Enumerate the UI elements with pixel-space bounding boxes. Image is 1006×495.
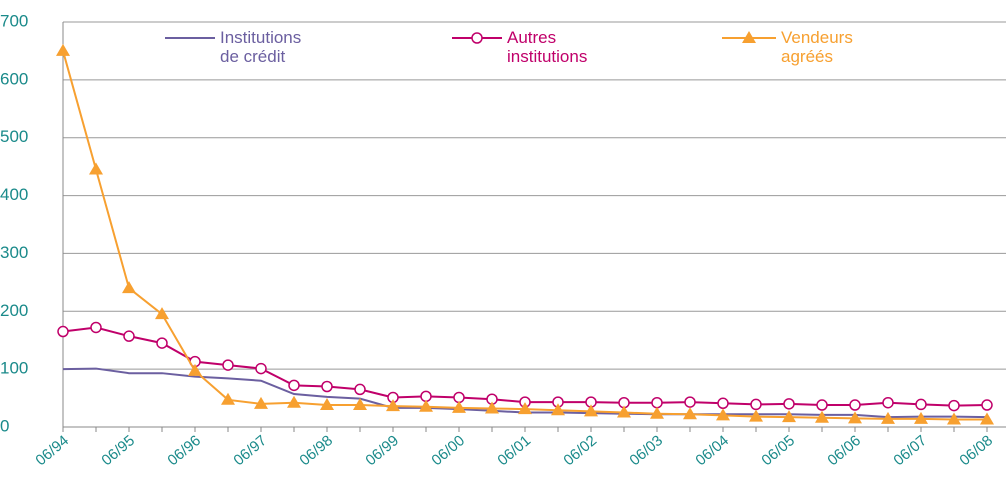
point [551, 403, 565, 416]
point [485, 401, 499, 414]
x-tick-label: 06/02 [560, 432, 600, 469]
legend-label: Autres institutions [507, 28, 588, 66]
point [750, 398, 762, 411]
x-tick-label: 06/01 [494, 432, 534, 469]
series-line [62, 326, 988, 407]
point [783, 398, 795, 410]
point [650, 406, 664, 419]
point [122, 281, 136, 294]
point [716, 408, 730, 421]
y-tick-label: 500 [0, 127, 28, 146]
y-tick-label: 600 [0, 69, 28, 88]
x-tick-label: 06/07 [890, 432, 930, 469]
point [881, 411, 895, 424]
point [651, 396, 663, 409]
point [254, 396, 268, 409]
point [321, 380, 333, 393]
point [980, 412, 994, 425]
point [849, 399, 861, 411]
x-tick-label: 06/06 [824, 432, 864, 469]
point [914, 411, 928, 424]
y-tick-label: 300 [0, 243, 28, 262]
point [320, 398, 334, 411]
point [584, 404, 598, 417]
x-tick-label: 06/04 [692, 432, 732, 469]
point [56, 43, 70, 56]
point [287, 395, 301, 408]
y-tick-label: 100 [0, 359, 28, 378]
point [156, 337, 168, 349]
legend-marker [471, 32, 483, 44]
point [915, 398, 927, 411]
point [816, 399, 828, 411]
point [354, 383, 366, 396]
y-tick-label: 0 [0, 416, 9, 435]
point [848, 411, 862, 424]
x-tick-label: 06/00 [428, 432, 468, 469]
y-tick-label: 400 [0, 185, 28, 204]
point [188, 363, 202, 376]
point [452, 400, 466, 413]
legend-marker [742, 31, 756, 43]
point [288, 379, 300, 392]
point [123, 330, 135, 342]
point [782, 410, 796, 423]
x-tick-label: 06/94 [32, 432, 72, 469]
point [419, 399, 433, 412]
point [89, 162, 103, 175]
point [683, 407, 697, 420]
point [90, 321, 102, 334]
point [222, 359, 234, 371]
point [882, 396, 894, 409]
x-tick-label: 06/95 [98, 432, 138, 469]
x-tick-label: 06/96 [164, 432, 204, 469]
y-tick-label: 200 [0, 301, 28, 320]
point [947, 412, 961, 425]
point [684, 396, 696, 408]
x-tick-label: 06/05 [758, 432, 798, 469]
legend-label: Vendeurs agréés [781, 28, 853, 66]
x-tick-label: 06/99 [362, 432, 402, 469]
point [948, 399, 960, 412]
x-tick-label: 06/08 [956, 432, 996, 469]
point [57, 325, 69, 338]
y-tick-label: 700 [0, 11, 28, 30]
point [749, 409, 763, 422]
point [617, 405, 631, 418]
x-tick-label: 06/97 [230, 432, 270, 469]
legend-label: Institutions de crédit [220, 28, 302, 66]
point [518, 402, 532, 415]
x-tick-label: 06/98 [296, 432, 336, 469]
point [386, 399, 400, 412]
point [981, 399, 993, 411]
point [353, 398, 367, 411]
point [221, 392, 235, 405]
point [815, 410, 829, 423]
point [717, 397, 729, 410]
series-line [62, 50, 987, 421]
point [255, 362, 267, 375]
point [155, 307, 169, 320]
x-tick-label: 06/03 [626, 432, 666, 469]
